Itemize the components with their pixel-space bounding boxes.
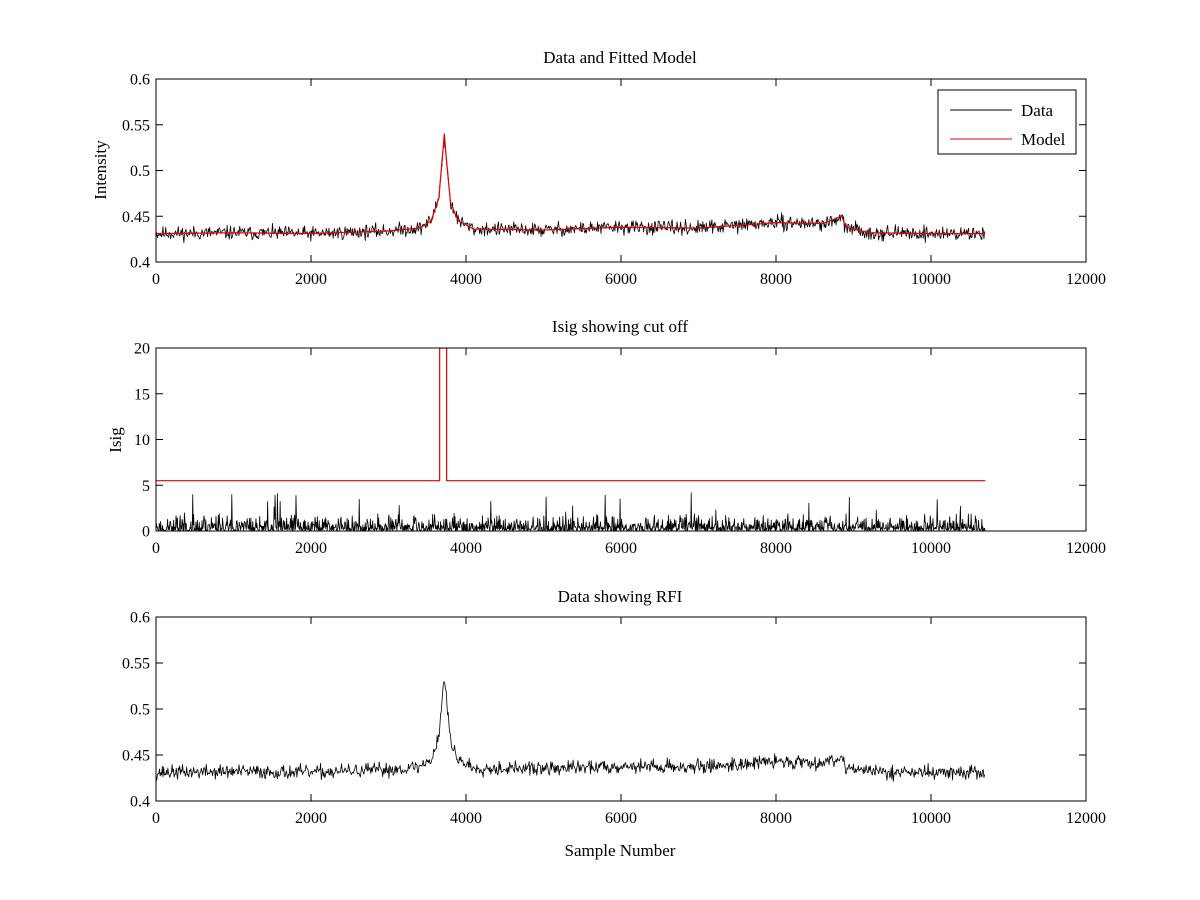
y-tick-label: 20 (134, 341, 150, 358)
panel-isig-showing-cut-off: Isig showing cut off Isig 0 2000 4000 6000 8… (106, 317, 1106, 557)
x-tick-label: 12000 (1066, 540, 1106, 557)
series-layer (156, 681, 986, 782)
axes-layer: 0 2000 4000 6000 8000 10000 12000 0.4 0.45 0.5 0.5… (122, 610, 1106, 828)
x-tick-label: 12000 (1066, 271, 1106, 288)
series-line-black (156, 492, 986, 531)
series-line-black (156, 681, 986, 782)
x-tick-label: 6000 (605, 271, 637, 288)
y-tick-label: 0.5 (130, 163, 150, 180)
x-tick-label: 4000 (450, 271, 482, 288)
x-tick-label: 10000 (911, 810, 951, 827)
x-tick-label: 6000 (605, 810, 637, 827)
axes-layer: 0 2000 4000 6000 8000 10000 12000 0 5 10 15 20 (134, 341, 1106, 558)
legend-label-model: Model (1021, 130, 1066, 149)
y-tick-label: 0.4 (130, 255, 150, 272)
x-tick-label: 0 (152, 810, 160, 827)
x-tick-label: 8000 (760, 271, 792, 288)
y-tick-label: 0.6 (130, 610, 150, 627)
x-tick-label: 8000 (760, 810, 792, 827)
panel-title: Data showing RFI (558, 587, 683, 606)
x-tick-label: 2000 (295, 810, 327, 827)
series-layer (156, 348, 986, 531)
x-tick-label: 12000 (1066, 810, 1106, 827)
y-tick-label: 0.55 (122, 117, 150, 134)
x-tick-label: 2000 (295, 271, 327, 288)
x-tick-label: 0 (152, 540, 160, 557)
series-line-red (156, 348, 986, 482)
legend: Data Model (937, 89, 1077, 155)
series-line-model (156, 133, 986, 235)
y-tick-label: 0.6 (130, 72, 150, 89)
x-tick-label: 0 (152, 271, 160, 288)
panel-data-and-fitted-model: Data and Fitted Model Intensity 0 2000 400… (91, 48, 1106, 288)
x-tick-label: 8000 (760, 540, 792, 557)
x-tick-label: 10000 (911, 540, 951, 557)
x-tick-label: 4000 (450, 810, 482, 827)
y-tick-label: 5 (142, 478, 150, 495)
panel-title: Data and Fitted Model (543, 48, 697, 67)
x-axis-label: Sample Number (565, 841, 676, 860)
axes-layer: 0 2000 4000 6000 8000 10000 12000 0.4 0.45 0.5 0.5… (122, 72, 1106, 289)
panel-data-showing-rfi: Data showing RFI 0 2000 4000 6000 8000 10000 1… (122, 587, 1106, 860)
y-axis-label: Intensity (91, 140, 110, 200)
y-tick-label: 0 (142, 524, 150, 541)
x-tick-label: 4000 (450, 540, 482, 557)
y-tick-label: 0.45 (122, 209, 150, 226)
y-axis-label: Isig (106, 427, 125, 453)
x-tick-label: 2000 (295, 540, 327, 557)
x-tick-label: 10000 (911, 271, 951, 288)
y-tick-label: 0.45 (122, 748, 150, 765)
y-tick-label: 15 (134, 386, 150, 403)
y-tick-label: 0.5 (130, 702, 150, 719)
panel-title: Isig showing cut off (552, 317, 688, 336)
y-tick-label: 0.55 (122, 656, 150, 673)
legend-label-data: Data (1021, 101, 1054, 120)
y-tick-label: 0.4 (130, 794, 150, 811)
y-tick-label: 10 (134, 432, 150, 449)
x-tick-label: 6000 (605, 540, 637, 557)
legend-box (937, 89, 1077, 155)
series-layer (156, 133, 986, 244)
